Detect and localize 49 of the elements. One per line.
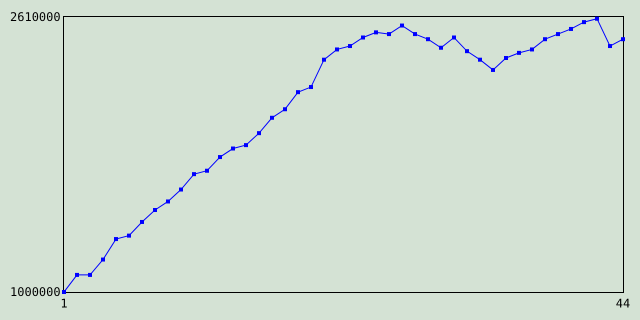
- point: [491, 68, 495, 72]
- point: [374, 30, 378, 34]
- point: [595, 16, 599, 21]
- point: [75, 272, 79, 277]
- x-tick-label: 44: [616, 296, 630, 310]
- point: [270, 116, 274, 120]
- point: [283, 107, 287, 112]
- point: [439, 46, 443, 50]
- point: [218, 155, 222, 160]
- y-tick-label: 2610000: [10, 10, 61, 24]
- point: [153, 208, 157, 212]
- point: [465, 49, 469, 54]
- point: [348, 44, 352, 48]
- point: [504, 56, 508, 60]
- point: [296, 90, 300, 94]
- point: [569, 26, 573, 31]
- point: [88, 272, 92, 277]
- point: [192, 172, 196, 176]
- point: [205, 168, 209, 173]
- point: [361, 36, 365, 40]
- point: [257, 131, 261, 136]
- point: [452, 36, 456, 40]
- point: [517, 50, 521, 55]
- point: [556, 32, 560, 36]
- point: [621, 37, 625, 42]
- point: [608, 44, 612, 48]
- point: [62, 290, 66, 294]
- point: [543, 37, 547, 42]
- point: [478, 58, 482, 62]
- point: [127, 234, 131, 238]
- x-tick-label: 1: [60, 296, 68, 310]
- point: [166, 199, 170, 204]
- point: [179, 188, 183, 192]
- point: [413, 32, 417, 36]
- point: [530, 47, 534, 52]
- point: [309, 85, 313, 90]
- point: [101, 258, 105, 262]
- point: [322, 58, 326, 62]
- point: [140, 220, 144, 224]
- y-tick-label: 1000000: [10, 285, 61, 300]
- line-series: [62, 16, 625, 294]
- point: [244, 143, 248, 148]
- point: [426, 37, 430, 42]
- point: [582, 20, 586, 24]
- point: [400, 24, 404, 28]
- point: [114, 237, 118, 242]
- point: [231, 146, 235, 151]
- point: [387, 32, 391, 36]
- point: [335, 47, 339, 52]
